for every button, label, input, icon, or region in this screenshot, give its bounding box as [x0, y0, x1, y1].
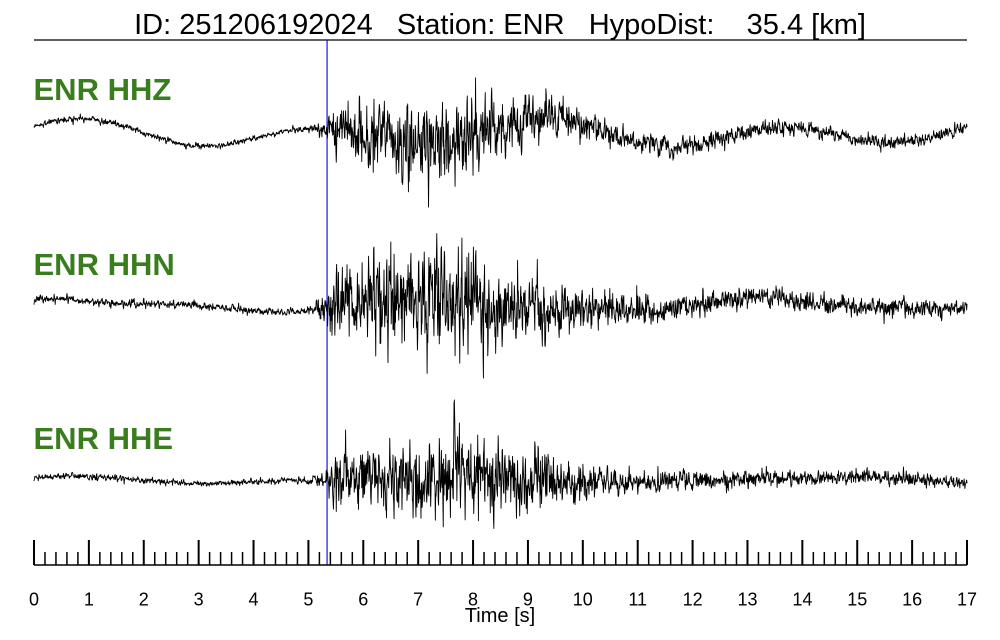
- svg-text:11: 11: [628, 590, 647, 610]
- svg-text:13: 13: [737, 590, 757, 610]
- svg-text:2: 2: [139, 590, 149, 610]
- svg-text:17: 17: [957, 590, 977, 610]
- svg-text:7: 7: [413, 590, 423, 610]
- svg-text:10: 10: [573, 590, 593, 610]
- svg-text:15: 15: [847, 590, 867, 610]
- svg-text:1: 1: [84, 590, 94, 610]
- svg-text:3: 3: [194, 590, 204, 610]
- svg-text:4: 4: [249, 590, 259, 610]
- svg-text:12: 12: [683, 590, 703, 610]
- svg-text:16: 16: [902, 590, 922, 610]
- svg-text:5: 5: [303, 590, 313, 610]
- svg-text:9: 9: [523, 590, 533, 610]
- svg-text:0: 0: [29, 590, 39, 610]
- svg-text:6: 6: [358, 590, 368, 610]
- svg-text:8: 8: [468, 590, 478, 610]
- svg-text:14: 14: [792, 590, 812, 610]
